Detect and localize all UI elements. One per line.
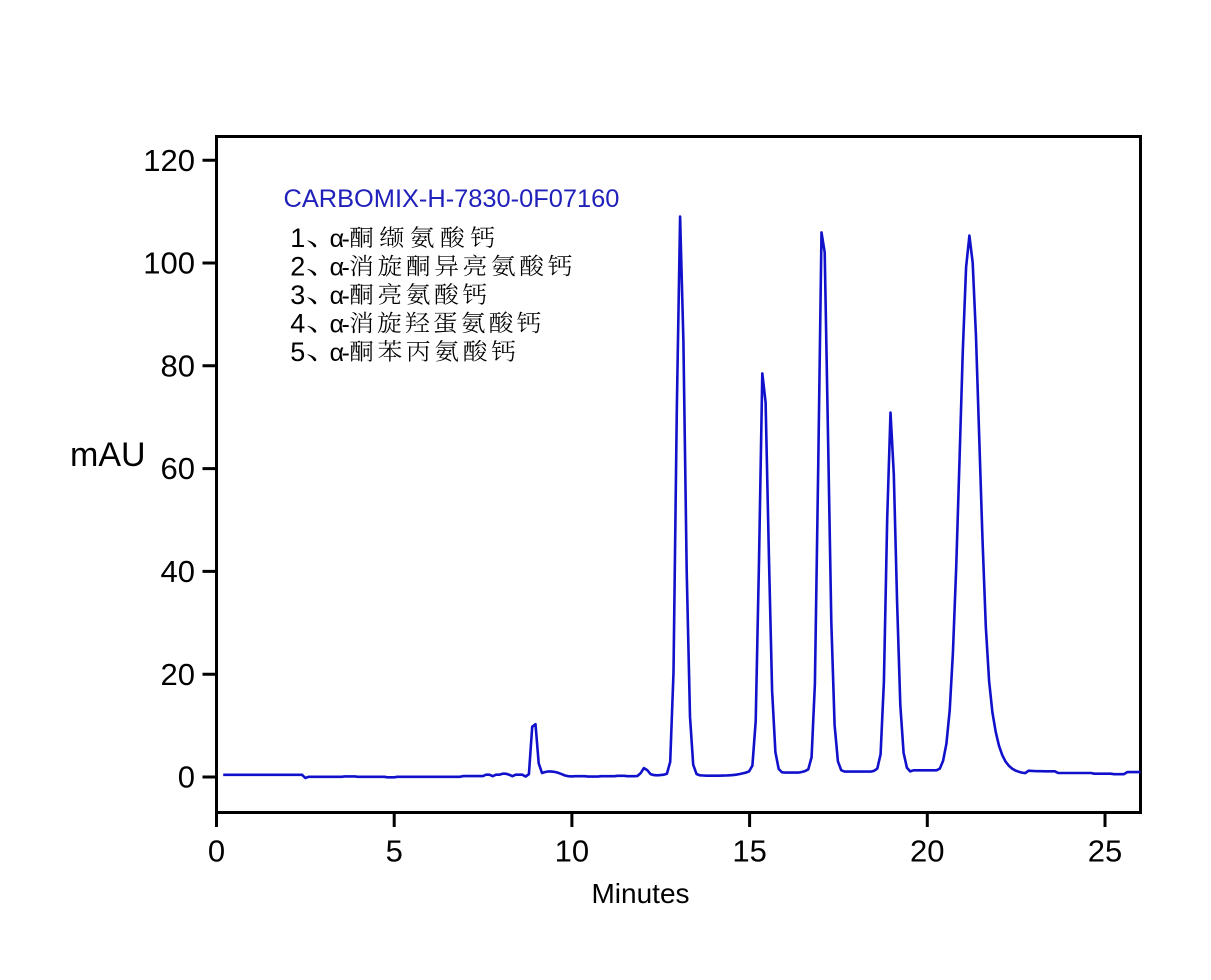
svg-text:15: 15 <box>732 834 766 869</box>
svg-text:40: 40 <box>161 554 195 589</box>
svg-text:20: 20 <box>910 834 944 869</box>
svg-text:-: - <box>342 339 350 367</box>
svg-text:CARBOMIX-H-7830-0F07160: CARBOMIX-H-7830-0F07160 <box>284 185 620 213</box>
svg-text:-: - <box>342 253 350 281</box>
svg-text:10: 10 <box>555 834 589 869</box>
svg-text:mAU: mAU <box>70 436 146 474</box>
svg-text:-: - <box>342 310 350 338</box>
svg-text:5: 5 <box>386 834 403 869</box>
svg-text:α: α <box>330 310 344 338</box>
svg-text:120: 120 <box>143 143 195 178</box>
svg-text:5: 5 <box>290 337 305 367</box>
svg-text:Minutes: Minutes <box>591 878 689 909</box>
svg-text:2: 2 <box>290 251 305 281</box>
svg-text:20: 20 <box>161 657 195 692</box>
svg-text:80: 80 <box>161 348 195 383</box>
svg-text:4: 4 <box>290 308 305 338</box>
svg-text:-: - <box>342 282 350 310</box>
svg-text:25: 25 <box>1088 834 1122 869</box>
svg-text:100: 100 <box>143 246 195 281</box>
svg-text:α: α <box>330 339 344 367</box>
svg-text:0: 0 <box>208 834 225 869</box>
svg-text:α: α <box>330 225 344 253</box>
svg-text:α: α <box>330 282 344 310</box>
svg-text:3: 3 <box>290 280 305 310</box>
svg-text:-: - <box>342 225 350 253</box>
svg-text:60: 60 <box>161 451 195 486</box>
svg-text:0: 0 <box>178 760 195 795</box>
svg-text:1: 1 <box>290 223 305 253</box>
svg-text:α: α <box>330 253 344 281</box>
